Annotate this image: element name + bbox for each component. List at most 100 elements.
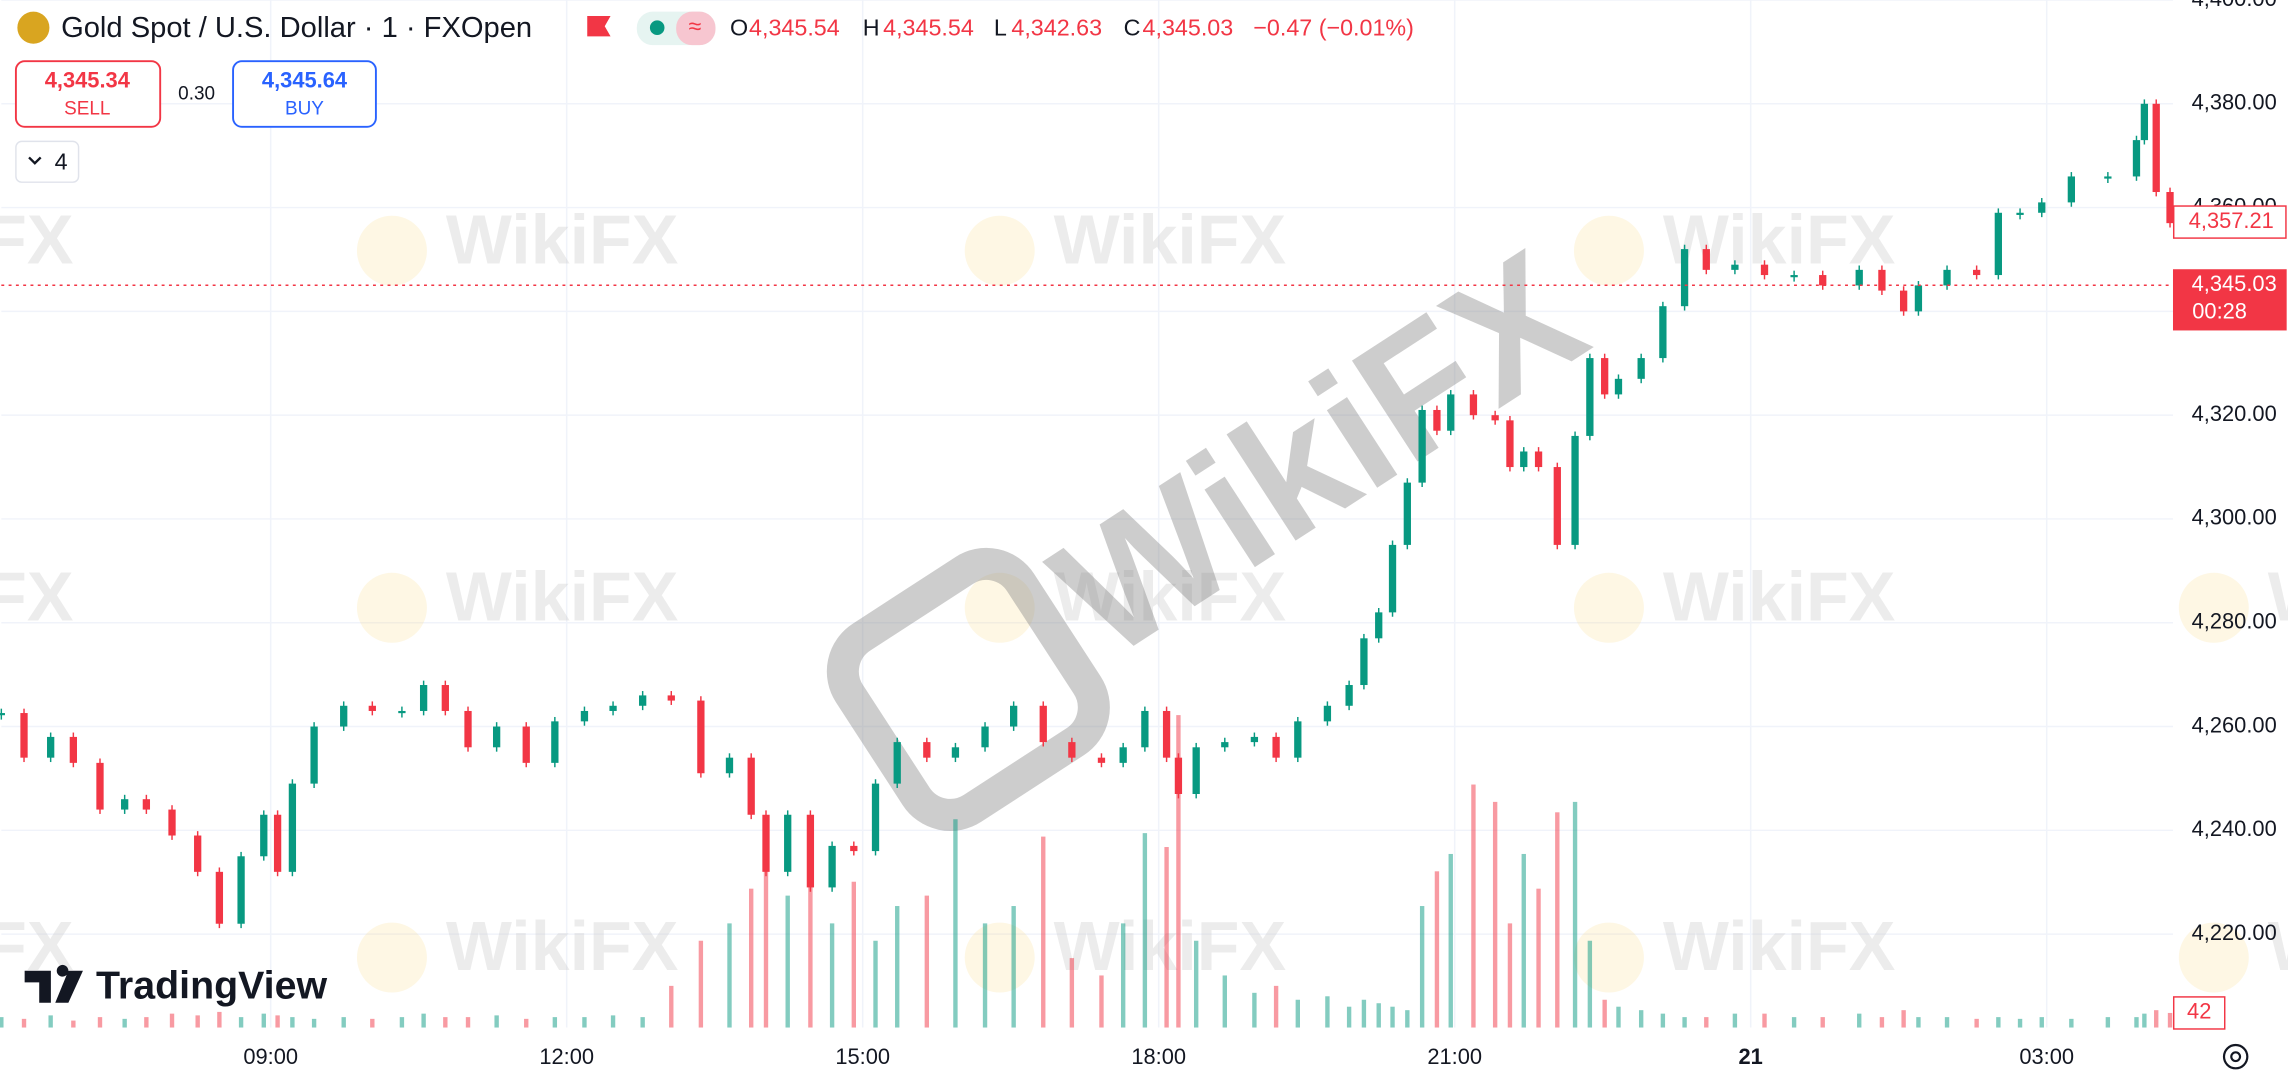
volume-bar bbox=[1361, 999, 1367, 1028]
volume-bar bbox=[1901, 1010, 1906, 1028]
candle bbox=[194, 835, 202, 872]
candle bbox=[1403, 482, 1411, 545]
candle bbox=[1418, 409, 1426, 483]
watermark-icon bbox=[1573, 572, 1644, 643]
watermark-icon bbox=[356, 572, 427, 643]
candle bbox=[273, 814, 282, 872]
close-value: 4,345.03 bbox=[1143, 14, 1234, 40]
volume-bar bbox=[261, 1013, 266, 1028]
volume-bar bbox=[421, 1013, 426, 1028]
sell-button[interactable] bbox=[14, 60, 162, 128]
watermark: WikiFX bbox=[446, 200, 679, 278]
volume-bar bbox=[1193, 940, 1199, 1028]
volume-bar bbox=[982, 923, 988, 1028]
candle bbox=[288, 783, 297, 872]
volume-bar bbox=[275, 1015, 280, 1028]
candle bbox=[1637, 358, 1645, 379]
candle bbox=[1119, 747, 1127, 763]
volume-bar bbox=[2105, 1017, 2111, 1028]
volume-bar bbox=[1572, 801, 1578, 1028]
volume-bar bbox=[370, 1018, 375, 1028]
indicators-toggle[interactable] bbox=[15, 140, 80, 183]
watermark: WikiFX bbox=[2268, 907, 2288, 985]
candle bbox=[2152, 103, 2160, 193]
candle bbox=[1994, 212, 2002, 276]
volume-bar bbox=[21, 1018, 27, 1028]
candle bbox=[951, 747, 960, 758]
watermark: WikiFX bbox=[1054, 557, 1287, 635]
flag-icon[interactable] bbox=[587, 16, 611, 37]
volume-bar bbox=[1295, 999, 1300, 1028]
volume-bar bbox=[71, 1020, 76, 1028]
volume-bar bbox=[1587, 940, 1593, 1028]
volume-bar bbox=[48, 1015, 53, 1028]
indicators-count: 4 bbox=[55, 148, 68, 174]
volume-bar bbox=[1471, 784, 1476, 1028]
y-tick-label: 4,380.00 bbox=[2192, 90, 2277, 115]
symbol-title[interactable]: Gold Spot / U.S. Dollar · 1 · FXOpen bbox=[61, 12, 532, 44]
last-price-label: 4,345.03 bbox=[2192, 271, 2277, 296]
chevron-icon bbox=[28, 156, 42, 165]
watermark-icon bbox=[964, 215, 1035, 286]
candle bbox=[69, 736, 77, 763]
volume-bar bbox=[851, 881, 856, 1028]
high-value: 4,345.54 bbox=[883, 14, 974, 40]
candle bbox=[0, 713, 5, 716]
settings-icon[interactable] bbox=[2222, 1043, 2249, 1070]
candle bbox=[1010, 705, 1018, 727]
candle bbox=[464, 710, 472, 748]
volume-bar bbox=[122, 1018, 127, 1028]
watermark: WikiFX bbox=[446, 557, 679, 635]
volume-bar bbox=[97, 1017, 103, 1028]
x-tick-label: 03:00 bbox=[2019, 1044, 2074, 1069]
open-label: O bbox=[730, 14, 748, 40]
volume-bar bbox=[873, 940, 878, 1028]
buy-button[interactable] bbox=[232, 60, 377, 128]
candle bbox=[142, 799, 151, 810]
volume-bar bbox=[1448, 853, 1453, 1028]
candle bbox=[1790, 275, 1798, 278]
volume-bar bbox=[1974, 1018, 1979, 1028]
candle bbox=[215, 871, 224, 924]
candle bbox=[609, 705, 617, 711]
candle bbox=[1272, 736, 1280, 758]
volume-bar bbox=[1376, 1003, 1381, 1028]
volume-bar bbox=[1704, 1017, 1709, 1028]
candle bbox=[20, 713, 28, 758]
candle bbox=[697, 700, 705, 774]
candle bbox=[2067, 176, 2076, 203]
price-plot bbox=[0, 99, 2174, 929]
volume-bar bbox=[1916, 1017, 1921, 1028]
buy-price: 4,345.64 bbox=[262, 67, 348, 92]
volume-bar bbox=[2167, 1012, 2173, 1028]
volume-bar bbox=[785, 895, 790, 1028]
candle bbox=[667, 695, 675, 701]
candle bbox=[1819, 275, 1827, 286]
candle bbox=[725, 757, 734, 774]
candle bbox=[1039, 705, 1047, 743]
watermark: WikiFX bbox=[446, 907, 679, 985]
volume-bar bbox=[1555, 812, 1560, 1028]
watermark: WikiFX bbox=[1663, 200, 1896, 278]
logo-text[interactable]: TradingView bbox=[96, 964, 327, 1008]
spread: 0.30 bbox=[178, 84, 215, 105]
watermark-icon bbox=[1573, 215, 1644, 286]
volume-bar bbox=[465, 1017, 471, 1028]
volume-bar bbox=[2069, 1018, 2074, 1028]
candle bbox=[1943, 269, 1951, 286]
sell-price: 4,345.34 bbox=[45, 67, 131, 92]
low-label: L bbox=[994, 14, 1007, 40]
settings-icon-core bbox=[2230, 1051, 2242, 1063]
volume-bar bbox=[1879, 1017, 1885, 1028]
candle bbox=[260, 814, 268, 857]
candle bbox=[1878, 269, 1886, 291]
candle bbox=[1345, 685, 1353, 706]
candle bbox=[1447, 394, 1455, 431]
volume-bar bbox=[1434, 871, 1440, 1028]
volume-bar bbox=[1857, 1013, 1862, 1028]
candle bbox=[871, 783, 880, 852]
volume-label: 42 bbox=[2187, 999, 2211, 1024]
